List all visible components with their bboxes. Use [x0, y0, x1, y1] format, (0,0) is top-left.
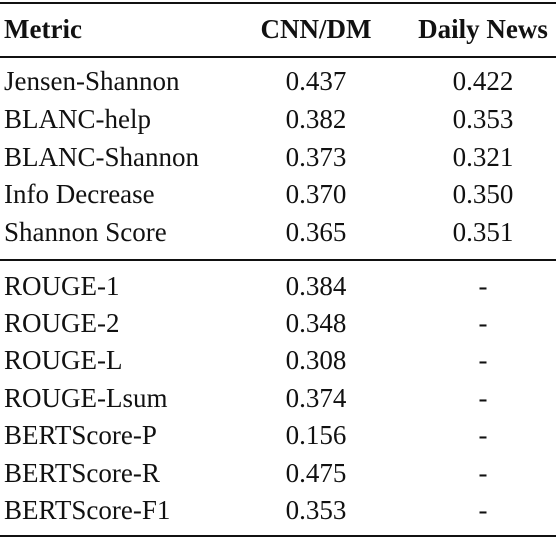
cnn-dm-value: 0.365: [285, 217, 347, 247]
header-row: Metric CNN/DM Daily News: [0, 10, 556, 48]
metric-name: BERTScore-F1: [4, 495, 171, 525]
table-row: ROUGE-L 0.308 -: [0, 341, 556, 379]
metric-name: BLANC-help: [4, 104, 151, 134]
cnn-dm-value: 0.308: [285, 345, 347, 375]
table-row: BLANC-help 0.382 0.353: [0, 100, 556, 138]
cnn-dm-value: 0.156: [285, 420, 347, 450]
table-row: ROUGE-1 0.384 -: [0, 267, 556, 305]
table-row: BERTScore-F1 0.353 -: [0, 491, 556, 529]
table-row: ROUGE-Lsum 0.374 -: [0, 379, 556, 417]
table-row: BERTScore-R 0.475 -: [0, 454, 556, 492]
metric-name: ROUGE-Lsum: [4, 383, 168, 413]
table-row: Jensen-Shannon 0.437 0.422: [0, 62, 556, 100]
table-row: BERTScore-P 0.156 -: [0, 416, 556, 454]
bottom-rule: [0, 535, 556, 537]
metric-name: ROUGE-L: [4, 345, 123, 375]
metric-name: BERTScore-P: [4, 420, 157, 450]
table-row: ROUGE-2 0.348 -: [0, 304, 556, 342]
header-rule: [0, 56, 556, 58]
metric-name: ROUGE-1: [4, 271, 120, 301]
daily-news-value: -: [478, 308, 488, 338]
header-cnn-dm: CNN/DM: [260, 14, 372, 44]
cnn-dm-value: 0.373: [285, 142, 347, 172]
daily-news-value: 0.321: [452, 142, 514, 172]
header-metric: Metric: [4, 14, 82, 44]
metric-name: BERTScore-R: [4, 458, 160, 488]
cnn-dm-value: 0.384: [285, 271, 347, 301]
daily-news-value: -: [478, 345, 488, 375]
cnn-dm-value: 0.475: [285, 458, 347, 488]
cnn-dm-value: 0.370: [285, 179, 347, 209]
cnn-dm-value: 0.374: [285, 383, 347, 413]
metric-name: ROUGE-2: [4, 308, 120, 338]
metric-name: Shannon Score: [4, 217, 167, 247]
daily-news-value: 0.350: [452, 179, 514, 209]
daily-news-value: -: [478, 420, 488, 450]
daily-news-value: 0.422: [452, 66, 514, 96]
cnn-dm-value: 0.348: [285, 308, 347, 338]
daily-news-value: -: [478, 271, 488, 301]
header-daily-news: Daily News: [418, 14, 548, 44]
table-row: Shannon Score 0.365 0.351: [0, 213, 556, 251]
daily-news-value: -: [478, 458, 488, 488]
daily-news-value: 0.353: [452, 104, 514, 134]
cnn-dm-value: 0.382: [285, 104, 347, 134]
daily-news-value: 0.351: [452, 217, 514, 247]
daily-news-value: -: [478, 495, 488, 525]
metric-name: Info Decrease: [4, 179, 155, 209]
group-separator-rule: [0, 259, 556, 261]
top-rule: [0, 2, 556, 4]
cnn-dm-value: 0.353: [285, 495, 347, 525]
cnn-dm-value: 0.437: [285, 66, 347, 96]
table-row: Info Decrease 0.370 0.350: [0, 175, 556, 213]
metric-name: BLANC-Shannon: [4, 142, 199, 172]
metric-name: Jensen-Shannon: [4, 66, 180, 96]
daily-news-value: -: [478, 383, 488, 413]
table-row: BLANC-Shannon 0.373 0.321: [0, 138, 556, 176]
